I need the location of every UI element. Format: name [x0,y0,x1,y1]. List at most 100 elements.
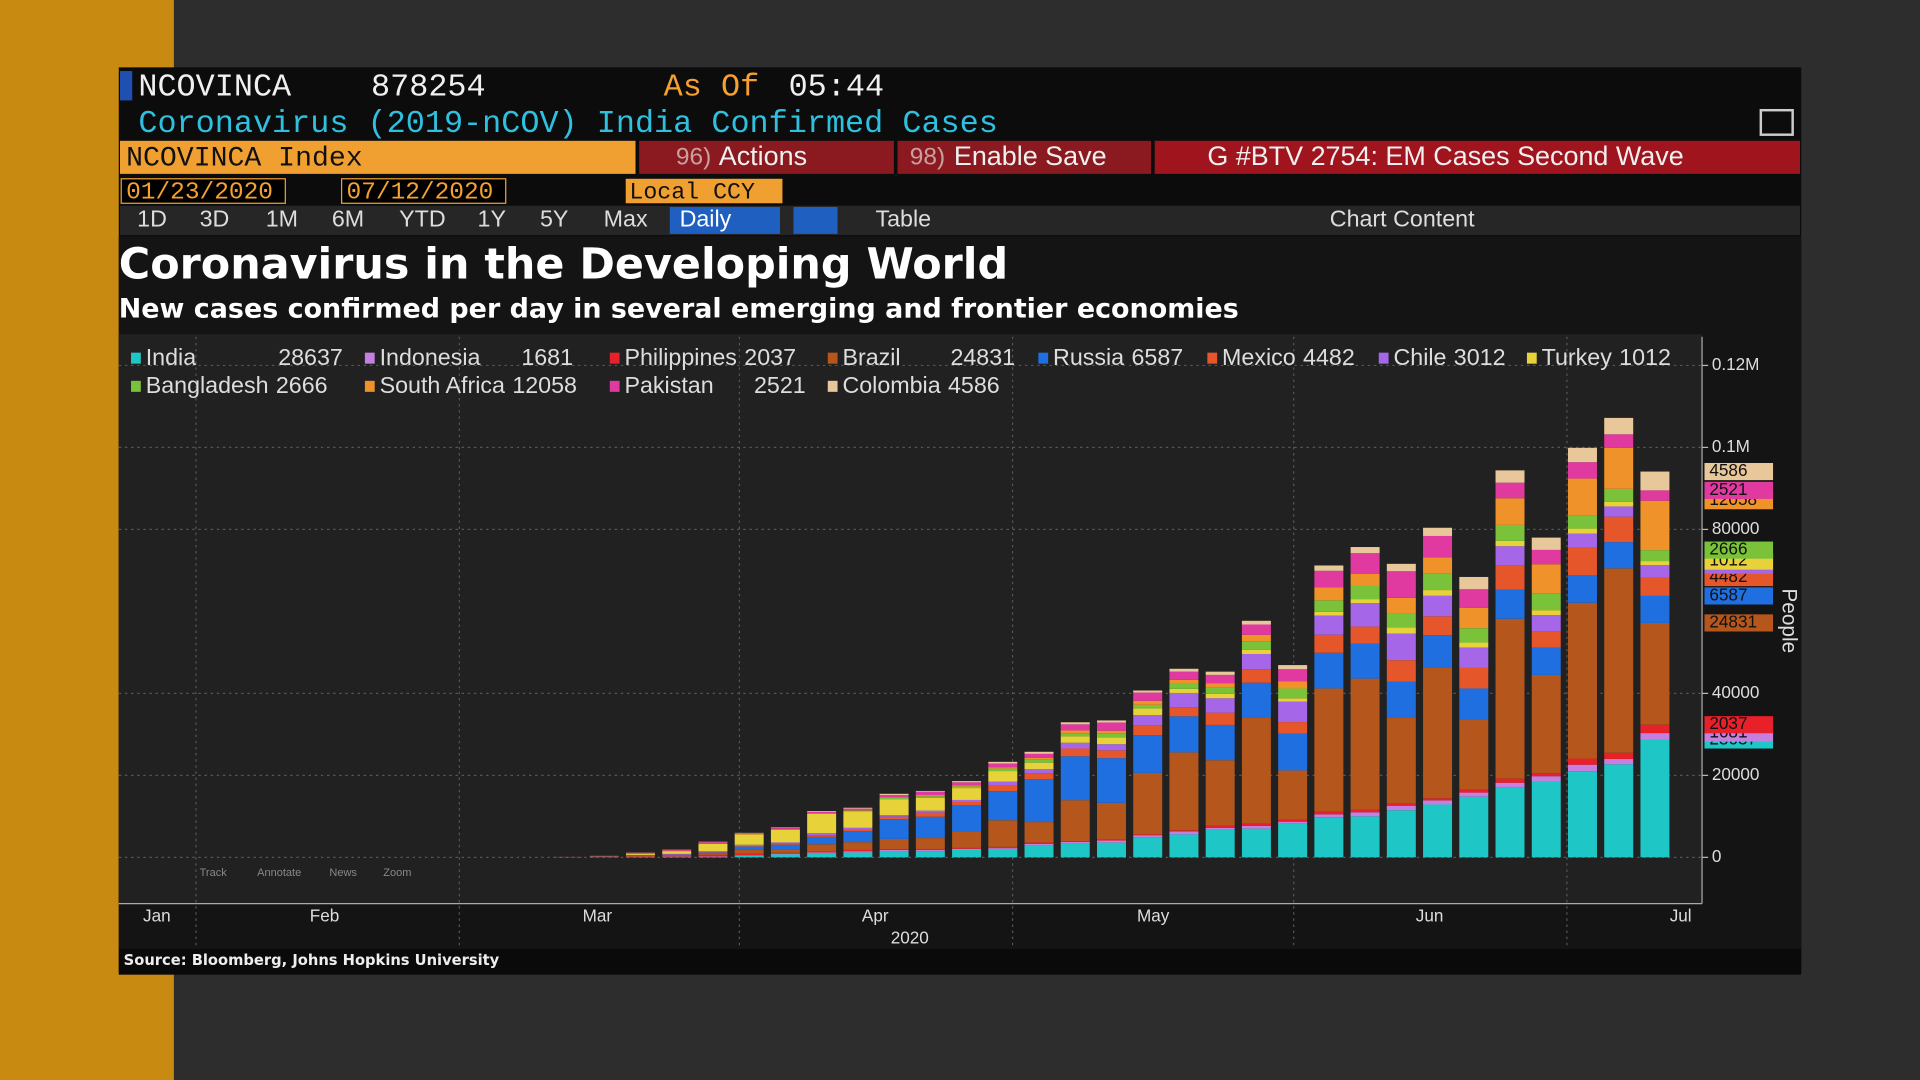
bar-segment [1205,698,1235,713]
save-button[interactable] [897,140,1152,174]
currency-box[interactable] [625,178,783,204]
x-tick-label: Apr [862,906,889,926]
bar-segment [807,836,837,845]
bar-segment [1495,618,1525,779]
bar-segment [1567,758,1597,765]
bar-segment [1350,643,1380,679]
x-tick-label: Jul [1670,906,1692,926]
popout-icon[interactable] [1759,108,1794,136]
table-button[interactable]: Table [876,206,932,232]
group-label[interactable]: G #BTV 2754: EM Cases Second Wave [1207,141,1683,171]
chart-content-button[interactable]: Chart Content [1330,206,1475,232]
bar-segment [1423,804,1453,858]
bar-segment [1278,701,1308,723]
bar-segment [770,854,800,858]
period-bar [120,205,1800,236]
legend-name: Colombia [842,372,940,398]
bar-segment [988,791,1018,821]
bar-segment [1350,599,1380,604]
bar-segment [1205,712,1235,725]
chart-type-button[interactable] [793,206,838,234]
bar-segment [1096,733,1126,738]
y-tick-label: 0 [1712,846,1722,866]
period-button[interactable]: Max [604,206,648,232]
bar-segment [1314,814,1344,818]
bar-segment [988,763,1018,768]
bar-segment [1060,722,1090,725]
period-button[interactable]: 6M [332,206,364,232]
bar-segment [734,834,764,845]
bar-segment [1241,717,1271,824]
bar-segment [662,851,692,854]
bar-segment [1531,610,1561,616]
start-date-box[interactable] [120,178,286,204]
group-box[interactable] [1154,140,1800,174]
save-code: 98) [910,143,945,170]
legend-swatch [1207,352,1218,364]
bar-segment [1423,527,1453,536]
bar-segment [1096,730,1126,734]
end-date[interactable]: 07/12/2020 [347,180,494,207]
chart-tool[interactable]: Annotate [257,867,301,879]
legend-name: Indonesia [380,344,481,370]
value-tag [1704,462,1774,481]
security-title: Coronavirus (2019-nCOV) India Confirmed … [138,106,997,142]
bar-segment [1386,803,1416,806]
bar-segment [952,786,982,789]
legend-name: South Africa [380,372,505,398]
bar-segment [1096,839,1126,841]
bar-segment [1060,733,1090,737]
legend-name: Turkey [1542,344,1613,370]
bar-segment [1205,829,1235,858]
actions-label[interactable]: Actions [719,141,807,171]
period-button[interactable]: YTD [399,206,446,232]
bar-segment [1640,733,1670,740]
legend-name: Chile [1393,344,1446,370]
bar-segment [879,838,909,850]
period-button[interactable]: 1D [137,206,167,232]
save-label[interactable]: Enable Save [954,141,1107,171]
bar-segment [1423,635,1453,668]
period-button[interactable]: 1M [266,206,298,232]
actions-button[interactable] [639,140,894,174]
bar-segment [1531,549,1561,565]
frequency[interactable]: Daily [680,206,732,232]
bar-segment [1604,752,1634,759]
x-axis-label: 2020 [891,928,929,948]
chart-title: Coronavirus in the Developing World [119,239,1008,289]
bar-segment [1241,825,1271,829]
legend-value: 28637 [278,344,343,370]
bar-segment [1169,830,1199,832]
bar-segment [1278,688,1308,699]
bar-segment [879,816,909,820]
bar-segment [1640,561,1670,566]
bar-segment [843,808,873,811]
bar-segment [915,791,945,796]
bar-segment [1350,573,1380,586]
bar-segment [662,853,692,855]
bar-segment [1205,724,1235,761]
bar-segment [1459,607,1489,629]
chart-tool[interactable]: Zoom [383,867,411,879]
bar-segment [915,810,945,813]
frequency-button[interactable] [669,206,780,234]
bar-segment [770,849,800,853]
bar-segment [1640,471,1670,491]
period-button[interactable]: 1Y [478,206,506,232]
bar-segment [1640,500,1670,551]
bar-segment [1604,568,1634,753]
legend-swatch [364,352,375,364]
end-date-box[interactable] [341,178,507,204]
currency[interactable]: Local CCY [629,179,755,205]
bar-segment [1169,679,1199,684]
legend-swatch [131,380,141,392]
bar-segment [988,771,1018,782]
chart-tool[interactable]: Track [200,867,228,879]
bar-segment [1495,540,1525,547]
bar-segment [1314,817,1344,858]
chart-tool[interactable]: News [329,867,357,879]
bar-segment [1531,564,1561,594]
start-date[interactable]: 01/23/2020 [126,180,273,207]
period-button[interactable]: 5Y [540,206,568,232]
period-button[interactable]: 3D [200,206,230,232]
